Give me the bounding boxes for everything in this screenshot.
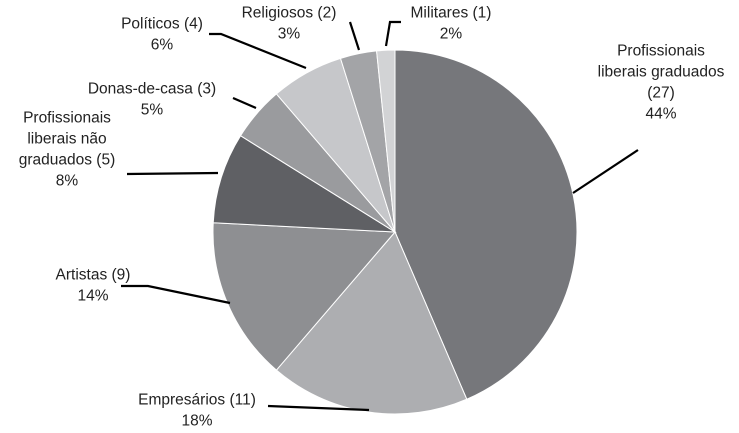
data-labels: Profissionais liberais graduados (27) 44% Em… — [19, 5, 725, 430]
data-label-line: (27) — [647, 85, 675, 102]
data-label-donas-de-casa: Donas-de-casa (3) 5% — [88, 81, 216, 119]
data-label-line: Artistas (9) — [56, 267, 131, 284]
data-label-line: 8% — [56, 173, 79, 190]
data-label-line: Donas-de-casa (3) — [88, 81, 216, 98]
data-label-empresarios: Empresários (11) 18% — [138, 392, 256, 430]
data-label-line: liberais graduados — [598, 64, 725, 81]
leader-line-donas-de-casa — [232, 96, 257, 110]
data-label-line: Empresários (11) — [138, 392, 256, 409]
data-label-line: Militares (1) — [411, 5, 492, 22]
data-label-line: Religiosos (2) — [242, 5, 337, 22]
data-label-profissionais-liberais-nao-graduados: Profissionais liberais não graduados (5) 8% — [19, 110, 116, 190]
data-label-line: 6% — [151, 37, 174, 54]
data-label-line: 5% — [141, 102, 164, 119]
pie-slices — [212, 49, 578, 415]
leader-line-empresarios — [267, 404, 370, 412]
data-label-line: 2% — [440, 26, 463, 43]
pie-slice-militares — [376, 49, 396, 233]
data-label-line: graduados (5) — [19, 152, 116, 169]
pie-slice-artistas — [212, 222, 397, 371]
leader-line-artistas — [121, 284, 231, 305]
data-label-line: Profissionais — [617, 43, 705, 60]
leader-lines — [121, 20, 639, 412]
data-label-line: 14% — [77, 288, 108, 305]
data-label-religiosos: Religiosos (2) 3% — [242, 5, 337, 43]
data-label-line: 18% — [181, 413, 212, 430]
pie-slice-profissionais-liberais-nao-graduados — [212, 135, 397, 233]
pie-slice-empresarios — [275, 231, 468, 415]
leader-line-religiosos — [348, 21, 361, 51]
leader-line-profissionais-liberais-graduados — [572, 149, 639, 194]
data-label-line: liberais não — [27, 131, 106, 148]
data-label-artistas: Artistas (9) 14% — [56, 267, 131, 305]
leader-line-politicos — [209, 32, 307, 70]
data-label-politicos: Políticos (4) 6% — [121, 16, 203, 54]
leader-line-profissionais-liberais-nao-graduados — [126, 171, 219, 176]
data-label-line: Profissionais — [23, 110, 111, 127]
leader-line-militares — [384, 20, 401, 47]
data-label-line: 44% — [645, 106, 676, 123]
data-label-profissionais-liberais-graduados: Profissionais liberais graduados (27) 44% — [598, 43, 725, 123]
data-label-militares: Militares (1) 2% — [411, 5, 492, 43]
pie-slice-profissionais-liberais-graduados — [394, 49, 578, 400]
data-label-line: Políticos (4) — [121, 16, 203, 33]
data-label-line: 3% — [278, 26, 301, 43]
